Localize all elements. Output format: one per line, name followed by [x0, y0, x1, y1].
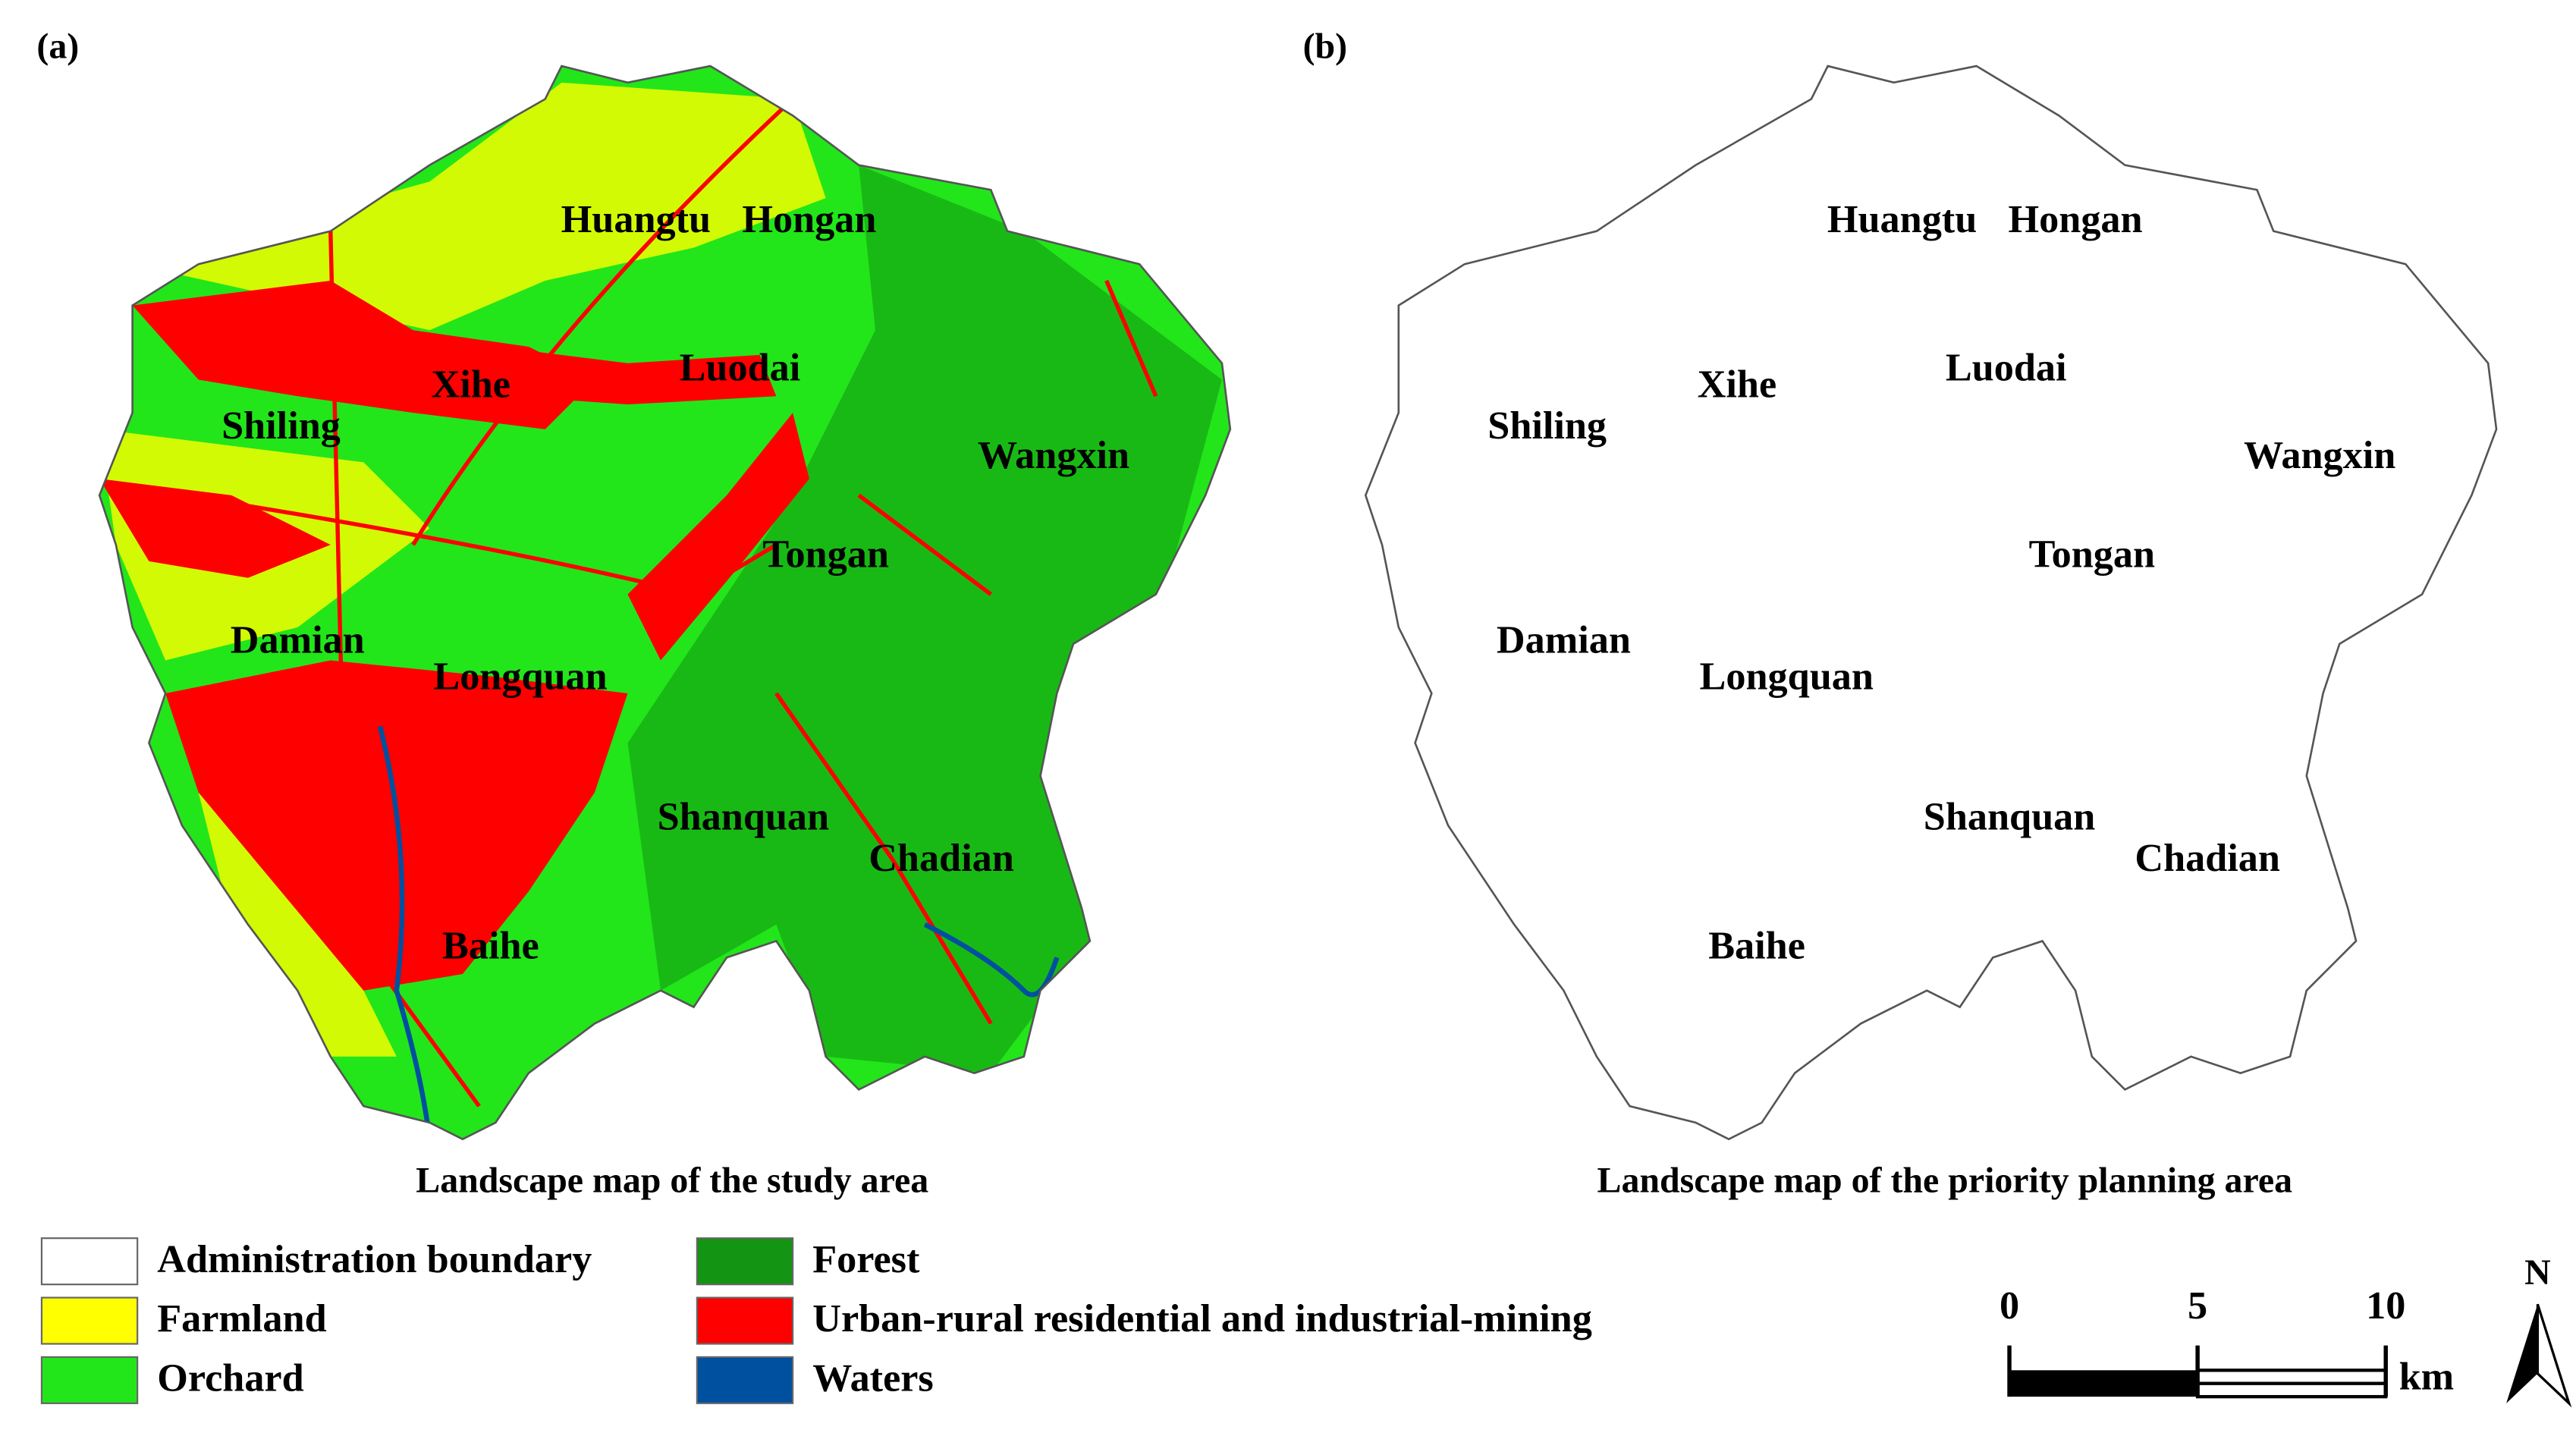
- panel-caption: Landscape map of the priority planning a…: [1597, 1160, 2293, 1200]
- urban-area: [1399, 281, 1861, 429]
- farmland-area: [198, 792, 397, 1057]
- road: [411, 97, 794, 546]
- north-label: N: [2524, 1252, 2551, 1293]
- scale-tick-label: 0: [2000, 1284, 2019, 1328]
- urban-area: [495, 347, 777, 405]
- legend-label: Urban-rural residential and industrial-m…: [812, 1296, 1592, 1340]
- place-name: Wangxin: [2244, 433, 2395, 477]
- place-name: Hongan: [742, 197, 876, 241]
- place-name: Xihe: [1698, 362, 1776, 406]
- place-name: Wangxin: [978, 433, 1129, 477]
- farmland-area: [132, 82, 826, 331]
- place-name: Longquan: [1700, 655, 1874, 699]
- place-name: Huangtu: [561, 197, 711, 241]
- river: [2191, 925, 2323, 995]
- outline: [98, 64, 1232, 1141]
- admin-boundary: [1894, 743, 1977, 957]
- legend-label: Waters: [812, 1356, 934, 1400]
- legend-label: Orchard: [157, 1356, 303, 1400]
- road: [774, 692, 993, 1025]
- place-name: Shiling: [1487, 404, 1607, 448]
- legend-swatch: [696, 1237, 794, 1286]
- place-name: Shanquan: [658, 795, 829, 839]
- place-name: Longquan: [433, 655, 607, 699]
- river: [923, 922, 1060, 998]
- road: [1448, 495, 2042, 595]
- road: [1679, 99, 2059, 545]
- place-name: Huangtu: [1827, 197, 1977, 241]
- admin-boundary: [2059, 661, 2405, 925]
- admin-boundary: [1762, 859, 1894, 925]
- panel-label: (b): [1303, 26, 1347, 66]
- legend-label: Farmland: [157, 1296, 326, 1340]
- place-name: Damian: [1497, 618, 1631, 662]
- urban-area: [1365, 479, 1597, 578]
- urban-area: [1431, 661, 1893, 991]
- panel-label: (a): [36, 26, 79, 66]
- place-name: Baihe: [442, 923, 539, 967]
- place-name: Tongan: [762, 533, 888, 577]
- outline: [1364, 64, 2498, 1141]
- legend-swatch: [696, 1296, 794, 1345]
- panel-caption: Landscape map of the study area: [416, 1160, 928, 1200]
- river: [377, 725, 432, 1139]
- place-name: Chadian: [2135, 836, 2280, 880]
- place-name: Baihe: [1708, 923, 1805, 967]
- road: [857, 493, 992, 596]
- legend-swatch: [40, 1296, 139, 1345]
- place-name: Hongan: [2009, 197, 2143, 241]
- road: [181, 493, 778, 597]
- scale-tick-label: 10: [2366, 1284, 2405, 1328]
- place-name: Chadian: [869, 836, 1014, 880]
- road: [328, 231, 481, 1108]
- urban-area: [132, 280, 595, 429]
- place-name: Luodai: [1946, 346, 2067, 390]
- scale-bar-black: [2009, 1370, 2198, 1397]
- place-name: Shiling: [221, 404, 341, 448]
- river: [1646, 727, 1695, 1139]
- legend-swatch: [696, 1356, 794, 1404]
- legend-swatch: [40, 1356, 139, 1404]
- scale-unit: km: [2399, 1354, 2455, 1398]
- road: [1104, 279, 1158, 398]
- legend-label: Forest: [812, 1237, 920, 1281]
- place-name: Luodai: [680, 346, 801, 390]
- place-name: Damian: [231, 618, 365, 662]
- north-arrow-left: [2506, 1304, 2538, 1403]
- legend-label: Administration boundary: [157, 1237, 592, 1281]
- road: [2373, 281, 2422, 396]
- legend-swatch: [40, 1237, 139, 1286]
- urban-area: [99, 479, 331, 578]
- urban-area: [627, 413, 809, 661]
- place-name: Tongan: [2029, 533, 2155, 577]
- place-name: Shanquan: [1924, 795, 2095, 839]
- place-name: Xihe: [432, 362, 510, 406]
- scale-tick-label: 5: [2188, 1284, 2207, 1328]
- map-a: [99, 66, 1230, 1139]
- north-arrow-right: [2536, 1303, 2572, 1408]
